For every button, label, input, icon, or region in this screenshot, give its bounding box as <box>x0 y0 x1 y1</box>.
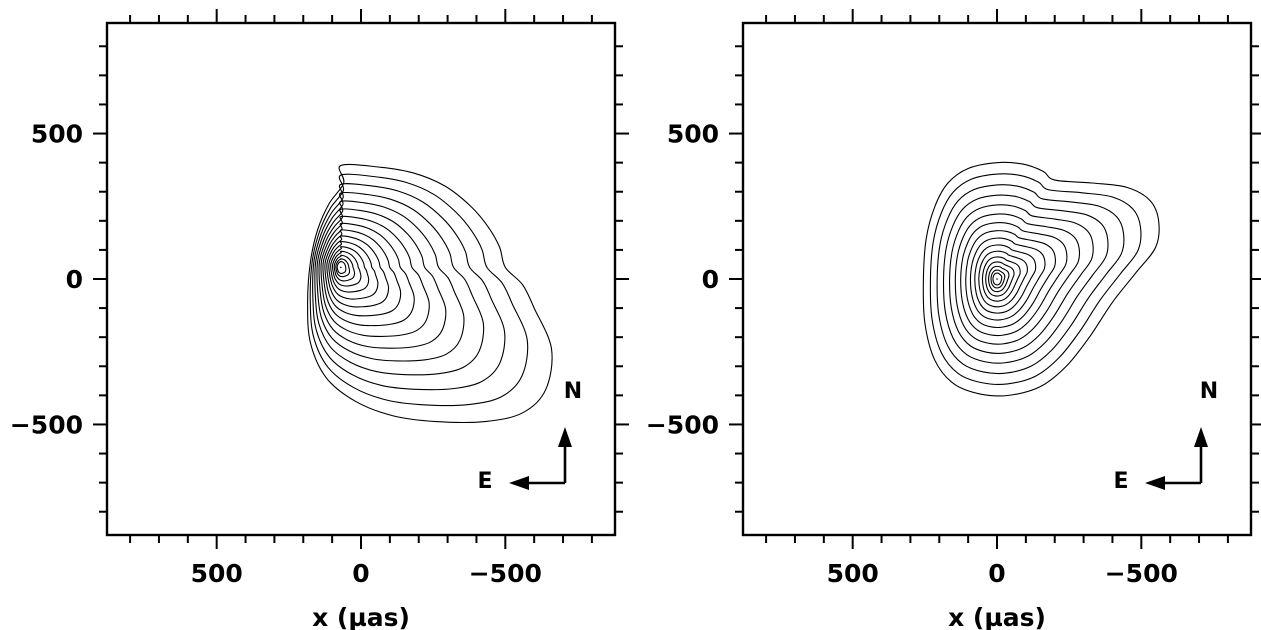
contour-line <box>978 250 1028 308</box>
contour-line <box>974 244 1037 314</box>
y-tick-label: 500 <box>667 120 719 149</box>
peak-marker <box>339 266 342 269</box>
contour-line <box>309 173 529 407</box>
x-tick-label: −500 <box>469 559 542 588</box>
contour-line <box>965 230 1056 329</box>
x-tick-label: 500 <box>827 559 879 588</box>
contour-line <box>330 246 370 293</box>
contour-line <box>318 208 447 349</box>
y-tick-label: 500 <box>31 120 83 149</box>
compass: NE <box>477 379 582 494</box>
contour-line <box>990 269 1006 289</box>
contour-line <box>981 256 1021 302</box>
contour-line <box>312 183 506 391</box>
contour-line <box>988 265 1010 293</box>
east-arrowhead <box>1145 476 1165 490</box>
x-tick-label: 0 <box>988 559 1005 588</box>
east-arrowhead <box>509 476 529 490</box>
north-arrowhead <box>558 427 572 447</box>
y-tick-label: −500 <box>646 410 719 439</box>
north-arrowhead <box>1194 427 1208 447</box>
contour-line <box>929 173 1142 386</box>
contour-line <box>322 222 415 327</box>
east-label: E <box>477 469 492 494</box>
contour-line <box>336 260 347 274</box>
east-label: E <box>1113 469 1128 494</box>
contour-line <box>326 235 390 308</box>
x-tick-label: 0 <box>352 559 369 588</box>
contour-line <box>331 250 362 287</box>
contour-set <box>922 161 1160 397</box>
y-tick-label: −500 <box>10 410 83 439</box>
y-tick-label: 0 <box>702 265 719 294</box>
x-tick-label: 500 <box>191 559 243 588</box>
contour-line <box>954 213 1081 345</box>
y-tick-label: 0 <box>66 265 83 294</box>
contour-line <box>316 200 465 362</box>
contour-line <box>314 191 485 376</box>
contour-set <box>307 163 553 424</box>
contour-line <box>992 272 1003 286</box>
x-tick-label: −500 <box>1105 559 1178 588</box>
contour-line <box>333 254 356 282</box>
contour-line <box>335 258 351 278</box>
north-label: N <box>564 379 582 404</box>
contour-line <box>922 161 1160 397</box>
contour-line <box>324 229 402 317</box>
compass: NE <box>1113 379 1218 494</box>
x-axis-label: x (µas) <box>948 603 1046 630</box>
contour-line <box>949 204 1094 354</box>
contour-line <box>942 194 1109 364</box>
contour-line <box>960 222 1068 337</box>
contour-line <box>936 184 1125 375</box>
contour-line <box>307 163 553 424</box>
contour-line <box>320 215 430 337</box>
north-label: N <box>1200 379 1218 404</box>
x-axis-label: x (µas) <box>312 603 410 630</box>
contour-line <box>328 241 379 300</box>
contour-line <box>969 237 1046 321</box>
peak-marker <box>996 278 998 280</box>
contour-line <box>985 261 1015 297</box>
